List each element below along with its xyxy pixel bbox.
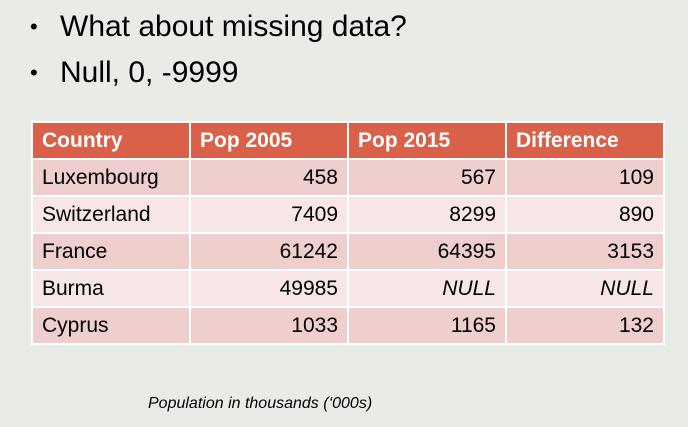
table-row: Luxembourg 458 567 109 xyxy=(31,158,665,197)
table-row: Burma 49985 NULL NULL xyxy=(31,269,665,308)
bullet-list: • What about missing data? • Null, 0, -999… xyxy=(30,4,407,96)
bullet-icon: • xyxy=(30,14,38,39)
country-cell: Switzerland xyxy=(31,195,191,234)
pop-2015-cell: 567 xyxy=(347,158,507,197)
pop-2015-cell: 8299 xyxy=(347,195,507,234)
bullet-item: • What about missing data? xyxy=(30,4,407,50)
country-cell: Luxembourg xyxy=(31,158,191,197)
bullet-item: • Null, 0, -9999 xyxy=(30,50,407,96)
country-cell: Cyprus xyxy=(31,306,191,345)
difference-cell: NULL xyxy=(505,269,665,308)
bullet-text: What about missing data? xyxy=(60,10,407,43)
column-header-country: Country xyxy=(31,121,191,160)
pop-2015-cell: 1165 xyxy=(347,306,507,345)
pop-2005-cell: 49985 xyxy=(189,269,349,308)
pop-2005-cell: 61242 xyxy=(189,232,349,271)
difference-cell: 109 xyxy=(505,158,665,197)
pop-2005-cell: 458 xyxy=(189,158,349,197)
pop-2015-cell: NULL xyxy=(347,269,507,308)
column-header-pop-2005: Pop 2005 xyxy=(189,121,349,160)
bullet-icon: • xyxy=(30,60,38,85)
population-table: Country Pop 2005 Pop 2015 Difference Lux… xyxy=(31,121,665,345)
country-cell: Burma xyxy=(31,269,191,308)
pop-2005-cell: 7409 xyxy=(189,195,349,234)
table-row: Switzerland 7409 8299 890 xyxy=(31,195,665,234)
pop-2005-cell: 1033 xyxy=(189,306,349,345)
country-cell: France xyxy=(31,232,191,271)
difference-cell: 890 xyxy=(505,195,665,234)
column-header-pop-2015: Pop 2015 xyxy=(347,121,507,160)
pop-2015-cell: 64395 xyxy=(347,232,507,271)
difference-cell: 132 xyxy=(505,306,665,345)
difference-cell: 3153 xyxy=(505,232,665,271)
column-header-difference: Difference xyxy=(505,121,665,160)
table-header-row: Country Pop 2005 Pop 2015 Difference xyxy=(31,121,665,160)
bullet-text: Null, 0, -9999 xyxy=(60,56,239,89)
table-row: France 61242 64395 3153 xyxy=(31,232,665,271)
table-row: Cyprus 1033 1165 132 xyxy=(31,306,665,345)
table-caption: Population in thousands (‘000s) xyxy=(148,395,373,412)
